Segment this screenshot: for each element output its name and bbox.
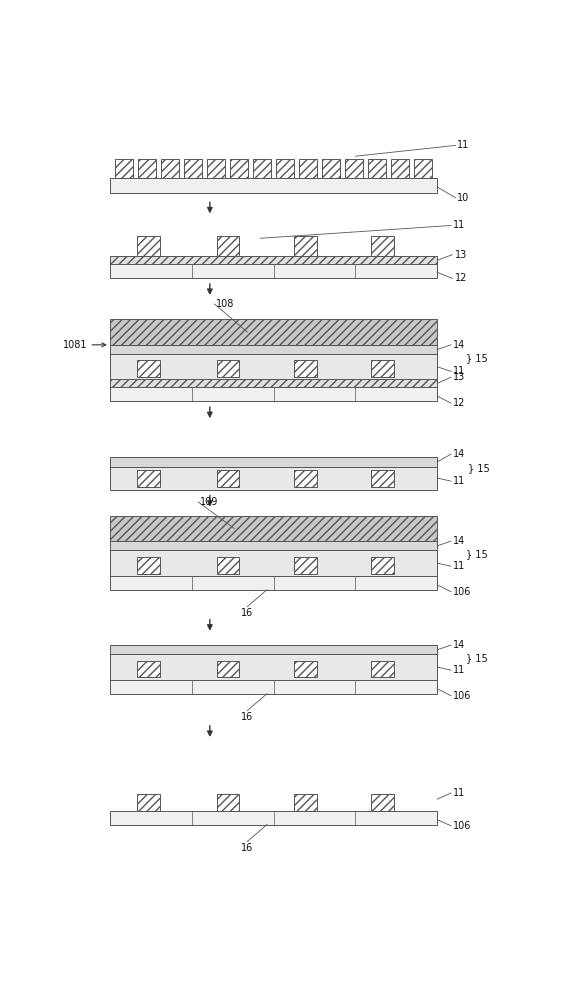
Bar — [372, 661, 394, 677]
Text: 13: 13 — [453, 372, 465, 382]
Text: } 15: } 15 — [465, 653, 487, 663]
Text: 1081: 1081 — [63, 340, 88, 350]
Bar — [116, 159, 133, 178]
Bar — [110, 466, 437, 490]
Bar — [137, 236, 160, 256]
Bar — [217, 557, 239, 574]
Text: 11: 11 — [453, 665, 465, 675]
Bar — [137, 360, 160, 377]
Bar — [137, 794, 160, 811]
Bar — [110, 387, 437, 401]
Bar — [139, 159, 156, 178]
Bar — [231, 159, 248, 178]
Text: } 15: } 15 — [465, 353, 487, 363]
Bar — [345, 159, 363, 178]
Bar — [217, 794, 239, 811]
Text: 11: 11 — [453, 788, 465, 798]
Bar — [217, 236, 239, 256]
Bar — [294, 557, 317, 574]
Bar — [294, 470, 317, 487]
Text: 12: 12 — [454, 273, 467, 283]
Bar — [322, 159, 340, 178]
Bar — [110, 550, 437, 576]
Text: 13: 13 — [454, 250, 467, 260]
Bar — [110, 457, 437, 466]
Text: 11: 11 — [453, 220, 465, 230]
Bar — [110, 654, 437, 680]
Bar — [110, 256, 437, 264]
Bar — [207, 159, 225, 178]
Bar — [372, 470, 394, 487]
Bar — [217, 360, 239, 377]
Bar — [110, 354, 437, 379]
Text: 10: 10 — [457, 193, 470, 203]
Bar — [110, 345, 437, 354]
Bar — [414, 159, 431, 178]
Bar — [110, 319, 437, 345]
Text: 14: 14 — [453, 536, 465, 546]
Text: 106: 106 — [453, 691, 471, 701]
Bar — [294, 661, 317, 677]
Text: 16: 16 — [241, 608, 254, 618]
Bar — [294, 236, 317, 256]
Bar — [110, 264, 437, 278]
Bar — [110, 379, 437, 387]
Bar — [110, 541, 437, 550]
Text: 106: 106 — [453, 821, 471, 831]
Text: 108: 108 — [217, 299, 235, 309]
Bar — [276, 159, 294, 178]
Bar — [372, 236, 394, 256]
Bar — [184, 159, 202, 178]
Bar — [137, 661, 160, 677]
Text: } 15: } 15 — [465, 549, 487, 559]
Bar — [137, 470, 160, 487]
Bar — [161, 159, 178, 178]
Text: 16: 16 — [241, 712, 254, 722]
Bar — [254, 159, 271, 178]
Text: 11: 11 — [453, 561, 465, 571]
Bar — [372, 794, 394, 811]
Bar — [110, 811, 437, 825]
Bar — [217, 661, 239, 677]
Text: 11: 11 — [457, 140, 470, 150]
Bar — [110, 645, 437, 654]
Bar — [110, 680, 437, 694]
Bar — [110, 576, 437, 590]
Text: 11: 11 — [453, 366, 465, 376]
Text: } 15: } 15 — [468, 463, 490, 473]
Bar — [369, 159, 386, 178]
Bar — [137, 557, 160, 574]
Bar — [372, 360, 394, 377]
Bar — [392, 159, 409, 178]
Bar — [110, 178, 437, 193]
Text: 12: 12 — [453, 398, 465, 408]
Bar — [217, 470, 239, 487]
Text: 106: 106 — [453, 587, 471, 597]
Text: 14: 14 — [453, 449, 465, 459]
Text: 11: 11 — [453, 476, 465, 486]
Text: 14: 14 — [453, 340, 465, 350]
Bar — [294, 794, 317, 811]
Text: 16: 16 — [241, 843, 254, 853]
Bar — [299, 159, 316, 178]
Bar — [372, 557, 394, 574]
Text: 109: 109 — [200, 497, 218, 507]
Bar — [110, 516, 437, 541]
Bar — [294, 360, 317, 377]
Text: 14: 14 — [453, 640, 465, 650]
